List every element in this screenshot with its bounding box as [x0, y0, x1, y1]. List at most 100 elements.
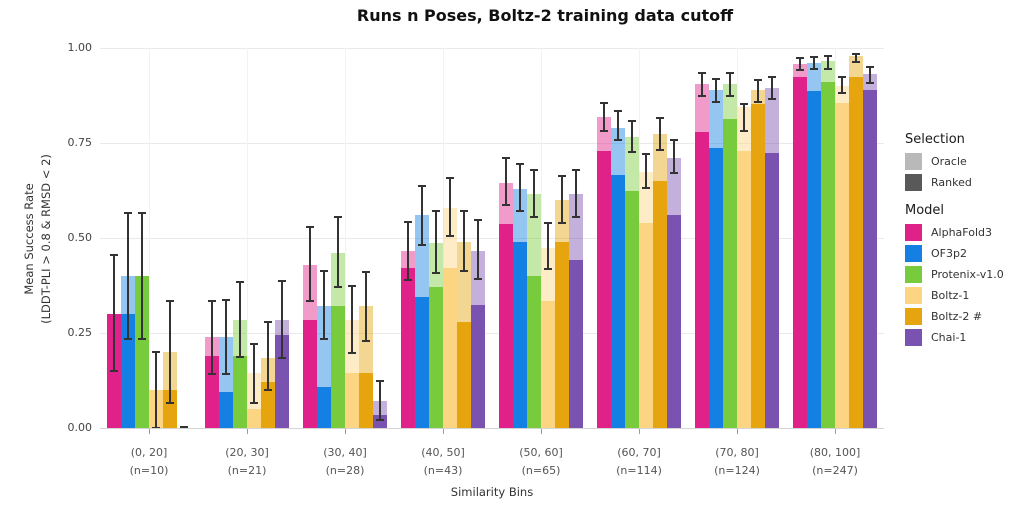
y-tick-label: 0.50 — [67, 231, 93, 244]
error-bar-cap-bottom — [306, 300, 314, 303]
error-bar-Boltz-1 — [449, 177, 451, 236]
error-bar-OF3p2 — [617, 111, 619, 140]
bin-label: (40, 50] — [421, 446, 465, 459]
error-bar-cap-bottom — [824, 67, 832, 70]
error-bar-cap-top — [278, 279, 286, 282]
error-bar-cap-bottom — [418, 244, 426, 247]
error-bar-cap-bottom — [404, 279, 412, 282]
ranked-bar-Protenix-v1.0 — [429, 287, 443, 428]
error-bar-Chai-1 — [281, 280, 283, 359]
error-bar-cap-bottom — [740, 130, 748, 133]
ranked-bar-AlphaFold3 — [793, 77, 807, 428]
ranked-bar-AlphaFold3 — [303, 319, 317, 428]
error-bar-cap-bottom — [250, 402, 258, 405]
ranked-bar-OF3p2 — [513, 241, 527, 428]
x-tick-mark — [737, 429, 738, 434]
error-bar-Protenix-v1.0 — [337, 217, 339, 288]
error-bar-cap-top — [348, 284, 356, 287]
error-bar-cap-top — [754, 78, 762, 81]
error-bar-cap-bottom — [516, 209, 524, 212]
error-bar-AlphaFold3 — [211, 301, 213, 375]
gridline-horizontal — [100, 143, 884, 144]
error-bar-cap-top — [320, 270, 328, 273]
error-bar-cap-top — [726, 72, 734, 75]
legend-model-label: AlphaFold3 — [931, 226, 992, 239]
error-bar-AlphaFold3 — [113, 255, 115, 371]
chart-title: Runs n Poses, Boltz-2 training data cuto… — [356, 6, 734, 25]
legend-selection-label: Ranked — [931, 176, 972, 189]
ranked-bar-Boltz-2 # — [653, 181, 667, 428]
error-bar-cap-bottom — [208, 373, 216, 376]
ranked-bar-Boltz-2 # — [849, 77, 863, 428]
error-bar-cap-top — [544, 221, 552, 224]
error-bar-OF3p2 — [715, 78, 717, 103]
ranked-bar-OF3p2 — [121, 314, 135, 428]
x-tick-label: (0, 20] (n=10) — [101, 444, 197, 480]
error-bar-cap-top — [796, 56, 804, 59]
error-bar-cap-bottom — [768, 97, 776, 100]
ranked-bar-Protenix-v1.0 — [527, 276, 541, 428]
legend-model-label: OF3p2 — [931, 247, 967, 260]
error-bar-cap-top — [824, 54, 832, 57]
bin-label: (30, 40] — [323, 446, 367, 459]
x-tick-label: (80, 100] (n=247) — [787, 444, 883, 480]
error-bar-cap-top — [208, 300, 216, 303]
x-tick-mark — [247, 429, 248, 434]
error-bar-cap-bottom — [362, 340, 370, 343]
bin-count-label: (n=43) — [423, 464, 463, 477]
error-bar-cap-top — [712, 77, 720, 80]
error-bar-cap-bottom — [726, 94, 734, 97]
error-bar-Boltz-1 — [645, 153, 647, 189]
legend-selection-title: Selection — [905, 132, 965, 147]
ranked-bar-Boltz-1 — [345, 372, 359, 428]
y-tick-label: 0.25 — [67, 326, 93, 339]
error-bar-cap-bottom — [754, 100, 762, 103]
bin-label: (20, 30] — [225, 446, 269, 459]
error-bar-cap-bottom — [166, 402, 174, 405]
ranked-bar-OF3p2 — [709, 147, 723, 428]
error-bar-cap-top — [600, 102, 608, 105]
error-bar-AlphaFold3 — [505, 158, 507, 205]
error-bar-cap-bottom — [222, 373, 230, 376]
bin-label: (60, 70] — [617, 446, 661, 459]
ranked-bar-Chai-1 — [863, 89, 877, 428]
x-tick-mark — [639, 429, 640, 434]
ranked-bar-Protenix-v1.0 — [233, 355, 247, 428]
bin-count-label: (n=114) — [616, 464, 662, 477]
legend-model-label: Boltz-1 — [931, 289, 970, 302]
legend-selection-items: Oracle Ranked — [905, 153, 1023, 191]
error-bar-Boltz-1 — [253, 344, 255, 404]
error-bar-AlphaFold3 — [407, 221, 409, 281]
error-bar-cap-top — [418, 184, 426, 187]
error-bar-Boltz-1 — [841, 77, 843, 94]
ranked-bar-AlphaFold3 — [695, 131, 709, 428]
ranked-bar-Protenix-v1.0 — [625, 190, 639, 428]
error-bar-cap-top — [670, 138, 678, 141]
error-bar-cap-bottom — [278, 357, 286, 360]
error-bar-cap-bottom — [544, 268, 552, 271]
error-bar-cap-bottom — [446, 234, 454, 237]
ranked-bar-OF3p2 — [219, 391, 233, 428]
gridline-horizontal — [100, 238, 884, 239]
x-axis-line — [100, 428, 884, 429]
ranked-bar-Boltz-1 — [835, 103, 849, 428]
bin-label: (50, 60] — [519, 446, 563, 459]
error-bar-Protenix-v1.0 — [435, 211, 437, 273]
ranked-bar-Boltz-2 # — [555, 241, 569, 428]
bin-count-label: (n=21) — [227, 464, 267, 477]
bin-label: (80, 100] — [809, 446, 861, 459]
error-bar-cap-bottom — [558, 221, 566, 224]
error-bar-cap-bottom — [614, 138, 622, 141]
ranked-bar-AlphaFold3 — [401, 268, 415, 428]
x-tick-mark — [345, 429, 346, 434]
error-bar-Chai-1 — [379, 380, 381, 421]
error-bar-cap-bottom — [852, 61, 860, 64]
gridline-vertical — [541, 48, 542, 428]
error-bar-cap-bottom — [334, 286, 342, 289]
error-bar-Protenix-v1.0 — [533, 170, 535, 218]
error-bar-cap-bottom — [712, 101, 720, 104]
error-bar-cap-top — [404, 220, 412, 223]
legend-model-row: Boltz-1 — [905, 287, 1023, 304]
error-bar-cap-bottom — [810, 67, 818, 70]
x-tick-label: (40, 50] (n=43) — [395, 444, 491, 480]
